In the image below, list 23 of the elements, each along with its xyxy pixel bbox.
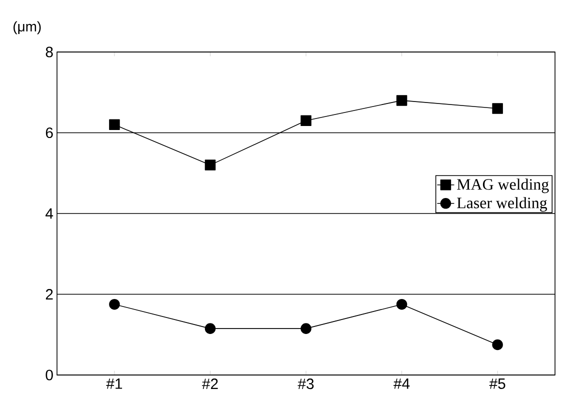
legend-label: Laser welding — [457, 197, 548, 212]
y-tick-label: 4 — [46, 208, 54, 219]
y-tick-label: 0 — [46, 370, 53, 380]
point — [109, 298, 120, 310]
x-tick-label: #3 — [298, 378, 314, 390]
point — [300, 115, 312, 126]
legend-label: MAG welding — [457, 178, 549, 194]
point — [204, 160, 216, 170]
point — [492, 339, 503, 350]
point — [396, 95, 408, 106]
point — [492, 103, 503, 114]
point — [300, 323, 312, 334]
x-tick-label: #2 — [202, 378, 218, 389]
x-tick-label: #5 — [489, 378, 506, 389]
x-tick-label: #4 — [394, 378, 410, 389]
y-tick-label: 2 — [46, 289, 53, 300]
point — [396, 298, 408, 310]
y-tick-label: 6 — [46, 127, 53, 138]
y-tick-label: 8 — [46, 46, 53, 58]
y-axis-title: (μm) — [14, 21, 41, 34]
point — [109, 119, 120, 130]
point — [204, 323, 216, 334]
x-tick-label: #1 — [106, 378, 122, 389]
